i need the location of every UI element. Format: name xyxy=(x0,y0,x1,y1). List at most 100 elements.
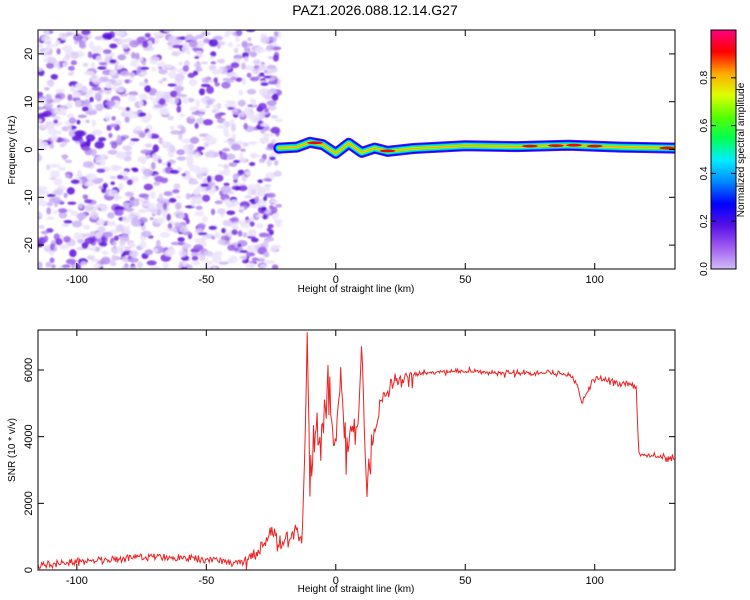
noise-speckle xyxy=(40,230,49,235)
colorbar-tick-label: 0.8 xyxy=(699,70,710,84)
y-tick-label: 10 xyxy=(23,96,35,108)
noise-speckle xyxy=(245,30,256,33)
noise-speckle xyxy=(223,164,229,169)
noise-speckle xyxy=(89,96,94,103)
noise-speckle xyxy=(109,43,118,49)
noise-speckle xyxy=(236,43,241,48)
noise-speckle xyxy=(76,119,81,125)
noise-speckle xyxy=(60,223,69,227)
noise-speckle xyxy=(244,195,253,199)
noise-speckle xyxy=(163,191,173,197)
noise-speckle xyxy=(66,31,73,36)
noise-speckle xyxy=(181,173,187,177)
noise-speckle xyxy=(158,69,168,75)
noise-speckle xyxy=(190,199,196,207)
noise-speckle xyxy=(47,128,57,136)
noise-speckle xyxy=(81,30,91,36)
noise-speckle xyxy=(254,46,265,54)
noise-speckle xyxy=(102,32,113,40)
noise-speckle xyxy=(259,64,267,72)
noise-speckle xyxy=(109,123,117,128)
noise-speckle xyxy=(221,227,226,234)
noise-speckle xyxy=(117,54,127,61)
noise-speckle xyxy=(128,94,137,102)
noise-speckle xyxy=(185,192,191,200)
noise-speckle xyxy=(81,106,89,112)
noise-speckle xyxy=(193,62,202,69)
noise-speckle xyxy=(77,114,87,119)
noise-speckle xyxy=(132,111,138,115)
noise-speckle xyxy=(250,115,260,123)
noise-speckle xyxy=(68,117,77,124)
noise-speckle xyxy=(274,221,282,228)
noise-speckle xyxy=(189,40,198,48)
noise-speckle xyxy=(86,173,97,181)
noise-speckle xyxy=(176,87,182,96)
noise-speckle xyxy=(78,40,86,48)
noise-speckle xyxy=(219,152,228,160)
noise-speckle xyxy=(269,156,276,161)
noise-speckle xyxy=(137,261,143,269)
noise-speckle xyxy=(84,233,95,238)
noise-speckle xyxy=(194,169,201,175)
noise-speckle xyxy=(211,236,216,240)
noise-speckle xyxy=(188,78,198,87)
noise-speckle xyxy=(85,134,96,142)
noise-speckle xyxy=(273,170,282,177)
noise-speckle xyxy=(49,257,55,264)
noise-speckle xyxy=(155,239,161,248)
noise-speckle xyxy=(260,206,267,212)
noise-speckle xyxy=(158,137,163,145)
noise-speckle xyxy=(187,72,195,79)
noise-speckle xyxy=(81,233,86,239)
noise-speckle xyxy=(70,210,78,216)
noise-speckle xyxy=(58,166,66,171)
noise-speckle xyxy=(223,198,230,205)
noise-speckle xyxy=(169,144,176,153)
noise-speckle xyxy=(196,172,203,179)
noise-speckle xyxy=(246,112,253,116)
noise-speckle xyxy=(85,110,97,116)
snr-frame xyxy=(37,329,676,571)
noise-speckle xyxy=(66,113,75,119)
noise-speckle xyxy=(247,184,256,190)
noise-speckle xyxy=(108,189,119,197)
noise-speckle xyxy=(138,209,146,213)
noise-speckle xyxy=(180,126,186,135)
noise-speckle xyxy=(70,60,78,66)
noise-speckle xyxy=(142,202,151,207)
chart-title: PAZ1.2026.088.12.14.G27 xyxy=(292,2,458,18)
noise-speckle xyxy=(38,225,45,229)
noise-speckle xyxy=(233,47,239,54)
noise-speckle xyxy=(124,79,130,84)
noise-speckle xyxy=(191,111,201,116)
noise-speckle xyxy=(127,257,139,263)
noise-speckle xyxy=(229,217,238,222)
noise-speckle xyxy=(217,163,224,167)
noise-speckle xyxy=(45,93,52,101)
noise-speckle xyxy=(171,51,180,57)
noise-speckle xyxy=(201,216,209,223)
noise-speckle xyxy=(241,62,246,70)
noise-speckle xyxy=(138,217,148,224)
x-tick-label: 50 xyxy=(459,274,471,286)
noise-speckle xyxy=(122,145,133,151)
noise-speckle xyxy=(223,182,230,187)
noise-speckle xyxy=(210,51,217,57)
x-tick-label: 100 xyxy=(586,575,604,587)
noise-speckle xyxy=(254,196,260,204)
noise-speckle xyxy=(53,178,63,186)
noise-speckle xyxy=(233,159,241,163)
noise-speckle xyxy=(83,70,95,76)
noise-speckle xyxy=(97,226,106,233)
noise-speckle xyxy=(191,255,199,261)
noise-speckle xyxy=(179,225,189,233)
noise-speckle xyxy=(208,39,219,47)
noise-speckle xyxy=(115,78,124,84)
noise-speckle xyxy=(38,153,42,162)
noise-speckle xyxy=(129,242,136,249)
noise-speckle xyxy=(46,207,52,215)
noise-speckle xyxy=(269,245,278,252)
noise-speckle xyxy=(249,51,257,58)
noise-speckle xyxy=(128,141,136,146)
